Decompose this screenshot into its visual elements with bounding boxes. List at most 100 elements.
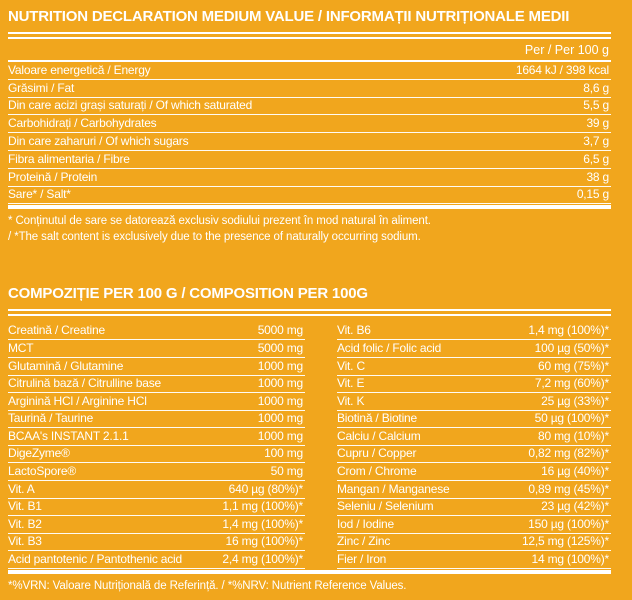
ingredient-label: Vit. A <box>8 481 35 496</box>
table-row: Zinc / Zinc 12,5 mg (125%)* <box>337 534 611 552</box>
ingredient-value: 16 µg (40%)* <box>541 464 609 479</box>
table-row: DigeZyme® 100 mg <box>8 446 305 464</box>
ingredient-label: Vit. B1 <box>8 499 42 514</box>
composition-left-column: Creatină / Creatine 5000 mg MCT 5000 mg … <box>8 323 305 570</box>
ingredient-value: 14 mg (100%)* <box>531 552 610 567</box>
table-row: Taurină / Taurine 1000 mg <box>8 411 305 429</box>
ingredient-value: 0,89 mg (45%)* <box>528 481 609 496</box>
ingredient-value: 80 mg (10%)* <box>538 428 609 443</box>
ingredient-value: 1000 mg <box>257 411 304 426</box>
salt-footnote-ro: * Conținutul de sare se datorează exclus… <box>8 215 431 228</box>
table-row: Biotină / Biotine 50 µg (100%)* <box>337 411 611 429</box>
composition-table: Creatină / Creatine 5000 mg MCT 5000 mg … <box>8 323 611 570</box>
ingredient-value: 1000 mg <box>257 358 304 373</box>
composition-right-column: Vit. B6 1,4 mg (100%)* Acid folic / Foli… <box>337 323 611 570</box>
ingredient-label: Calciu / Calcium <box>337 428 421 443</box>
table-row: LactoSpore® 50 mg <box>8 463 305 482</box>
table-row: Iod / Iodine 150 µg (100%)* <box>337 516 611 534</box>
ingredient-value: 12,5 mg (125%)* <box>521 534 609 549</box>
ingredient-label: Zinc / Zinc <box>337 534 391 549</box>
table-row: Vit. B2 1,4 mg (100%)* <box>8 516 305 534</box>
double-rule-divider <box>8 32 611 39</box>
table-row: Fibra alimentaria / Fibre 6,5 g <box>8 151 611 169</box>
table-row: Vit. B6 1,4 mg (100%)* <box>337 323 611 341</box>
table-row: Arginină HCl / Arginine HCl 1000 mg <box>8 393 305 411</box>
composition-title: COMPOZIȚIE PER 100 G / COMPOSITION PER 1… <box>8 284 368 302</box>
ingredient-label: Taurină / Taurine <box>8 411 94 426</box>
ingredient-value: 23 µg (42%)* <box>541 499 609 514</box>
nutrient-label: Fibra alimentaria / Fibre <box>8 151 130 166</box>
ingredient-label: Vit. E <box>337 376 365 391</box>
table-row: MCT 5000 mg <box>8 340 305 358</box>
ingredient-value: 100 mg <box>264 446 303 461</box>
ingredient-label: Acid pantotenic / Pantothenic acid <box>8 552 182 567</box>
ingredient-value: 1000 mg <box>257 393 304 408</box>
nutrient-label: Proteină / Protein <box>8 169 98 184</box>
table-row: Din care zaharuri / Of which sugars 3,7 … <box>8 133 611 151</box>
table-row: Vit. E 7,2 mg (60%)* <box>337 376 611 394</box>
table-row: Acid folic / Folic acid 100 µg (50%)* <box>337 340 611 358</box>
nutrient-value: 1664 kJ / 398 kcal <box>515 62 609 77</box>
ingredient-label: Creatină / Creatine <box>8 323 105 338</box>
double-rule-divider <box>8 308 611 316</box>
ingredient-value: 50 µg (100%)* <box>534 411 610 426</box>
nutrition-table: Valoare energetică / Energy 1664 kJ / 39… <box>8 62 611 205</box>
ingredient-label: Citrulină bază / Citrulline base <box>8 376 162 391</box>
ingredient-value: 7,2 mg (60%)* <box>534 376 609 391</box>
ingredient-value: 50 mg <box>270 464 304 479</box>
table-row: Valoare energetică / Energy 1664 kJ / 39… <box>8 62 611 80</box>
ingredient-value: 60 mg (75%)* <box>538 358 609 373</box>
table-row: Proteină / Protein 38 g <box>8 169 611 187</box>
ingredient-value: 1,4 mg (100%)* <box>528 323 609 338</box>
table-row: Din care acizi grași saturați / Of which… <box>8 98 611 116</box>
salt-footnote: * Conținutul de sare se datorează exclus… <box>8 214 611 244</box>
table-row: Citrulină bază / Citrulline base 1000 mg <box>8 376 305 394</box>
nutrient-value: 8,6 g <box>583 80 609 95</box>
nutrition-declaration-title: NUTRITION DECLARATION MEDIUM VALUE / INF… <box>8 8 570 25</box>
nutrient-label: Din care acizi grași saturați / Of which… <box>8 98 253 113</box>
nutrient-label: Carbohidrați / Carbohydrates <box>8 116 157 131</box>
ingredient-label: Vit. B3 <box>8 534 42 549</box>
ingredient-value: 1000 mg <box>257 428 304 443</box>
table-row: Sare* / Salt* 0,15 g <box>8 187 611 205</box>
ingredient-label: Cupru / Copper <box>337 446 417 461</box>
nutrient-value: 3,7 g <box>583 133 609 148</box>
table-row: Cupru / Copper 0,82 mg (82%)* <box>337 446 611 464</box>
ingredient-label: Fier / Iron <box>337 552 387 567</box>
table-row: Fier / Iron 14 mg (100%)* <box>337 551 611 570</box>
table-row: Vit. C 60 mg (75%)* <box>337 358 611 376</box>
nutrient-value: 39 g <box>586 116 609 131</box>
nutrient-label: Din care zaharuri / Of which sugars <box>8 133 189 148</box>
ingredient-value: 0,82 mg (82%)* <box>528 446 609 461</box>
salt-footnote-en: / *The salt content is exclusively due t… <box>8 230 421 243</box>
ingredient-label: Seleniu / Selenium <box>337 499 434 514</box>
ingredient-label: Mangan / Manganese <box>337 481 450 496</box>
ingredient-label: MCT <box>8 340 34 355</box>
nutrient-value: 0,15 g <box>576 187 609 202</box>
nutrient-value: 5,5 g <box>583 98 609 113</box>
ingredient-value: 1,4 mg (100%)* <box>222 516 303 531</box>
composition-section: COMPOZIȚIE PER 100 G / COMPOSITION PER 1… <box>8 285 611 594</box>
table-row: Acid pantotenic / Pantothenic acid 2,4 m… <box>8 551 305 570</box>
ingredient-label: Vit. K <box>337 393 365 408</box>
ingredient-label: BCAA's INSTANT 2.1.1 <box>8 428 129 443</box>
nutrient-value: 6,5 g <box>583 151 609 166</box>
table-row: BCAA's INSTANT 2.1.1 1000 mg <box>8 428 305 446</box>
ingredient-label: Crom / Chrome <box>337 464 417 479</box>
ingredient-value: 1000 mg <box>257 376 304 391</box>
nutrient-label: Valoare energetică / Energy <box>8 62 151 77</box>
nutrient-value: 38 g <box>586 169 609 184</box>
nrv-footnote: *%VRN: Valoare Nutrițională de Referință… <box>8 580 407 593</box>
ingredient-label: Iod / Iodine <box>337 516 394 531</box>
ingredient-label: Vit. B6 <box>337 323 371 338</box>
ingredient-value: 5000 mg <box>257 323 304 338</box>
table-row: Vit. B1 1,1 mg (100%)* <box>8 499 305 517</box>
table-row: Grăsimi / Fat 8,6 g <box>8 80 611 98</box>
table-row: Carbohidrați / Carbohydrates 39 g <box>8 115 611 134</box>
ingredient-label: DigeZyme® <box>8 446 70 461</box>
ingredient-value: 100 µg (50%)* <box>534 340 610 355</box>
ingredient-label: Biotină / Biotine <box>337 411 417 426</box>
column-gap <box>305 323 337 569</box>
ingredient-value: 16 mg (100%)* <box>225 534 304 549</box>
